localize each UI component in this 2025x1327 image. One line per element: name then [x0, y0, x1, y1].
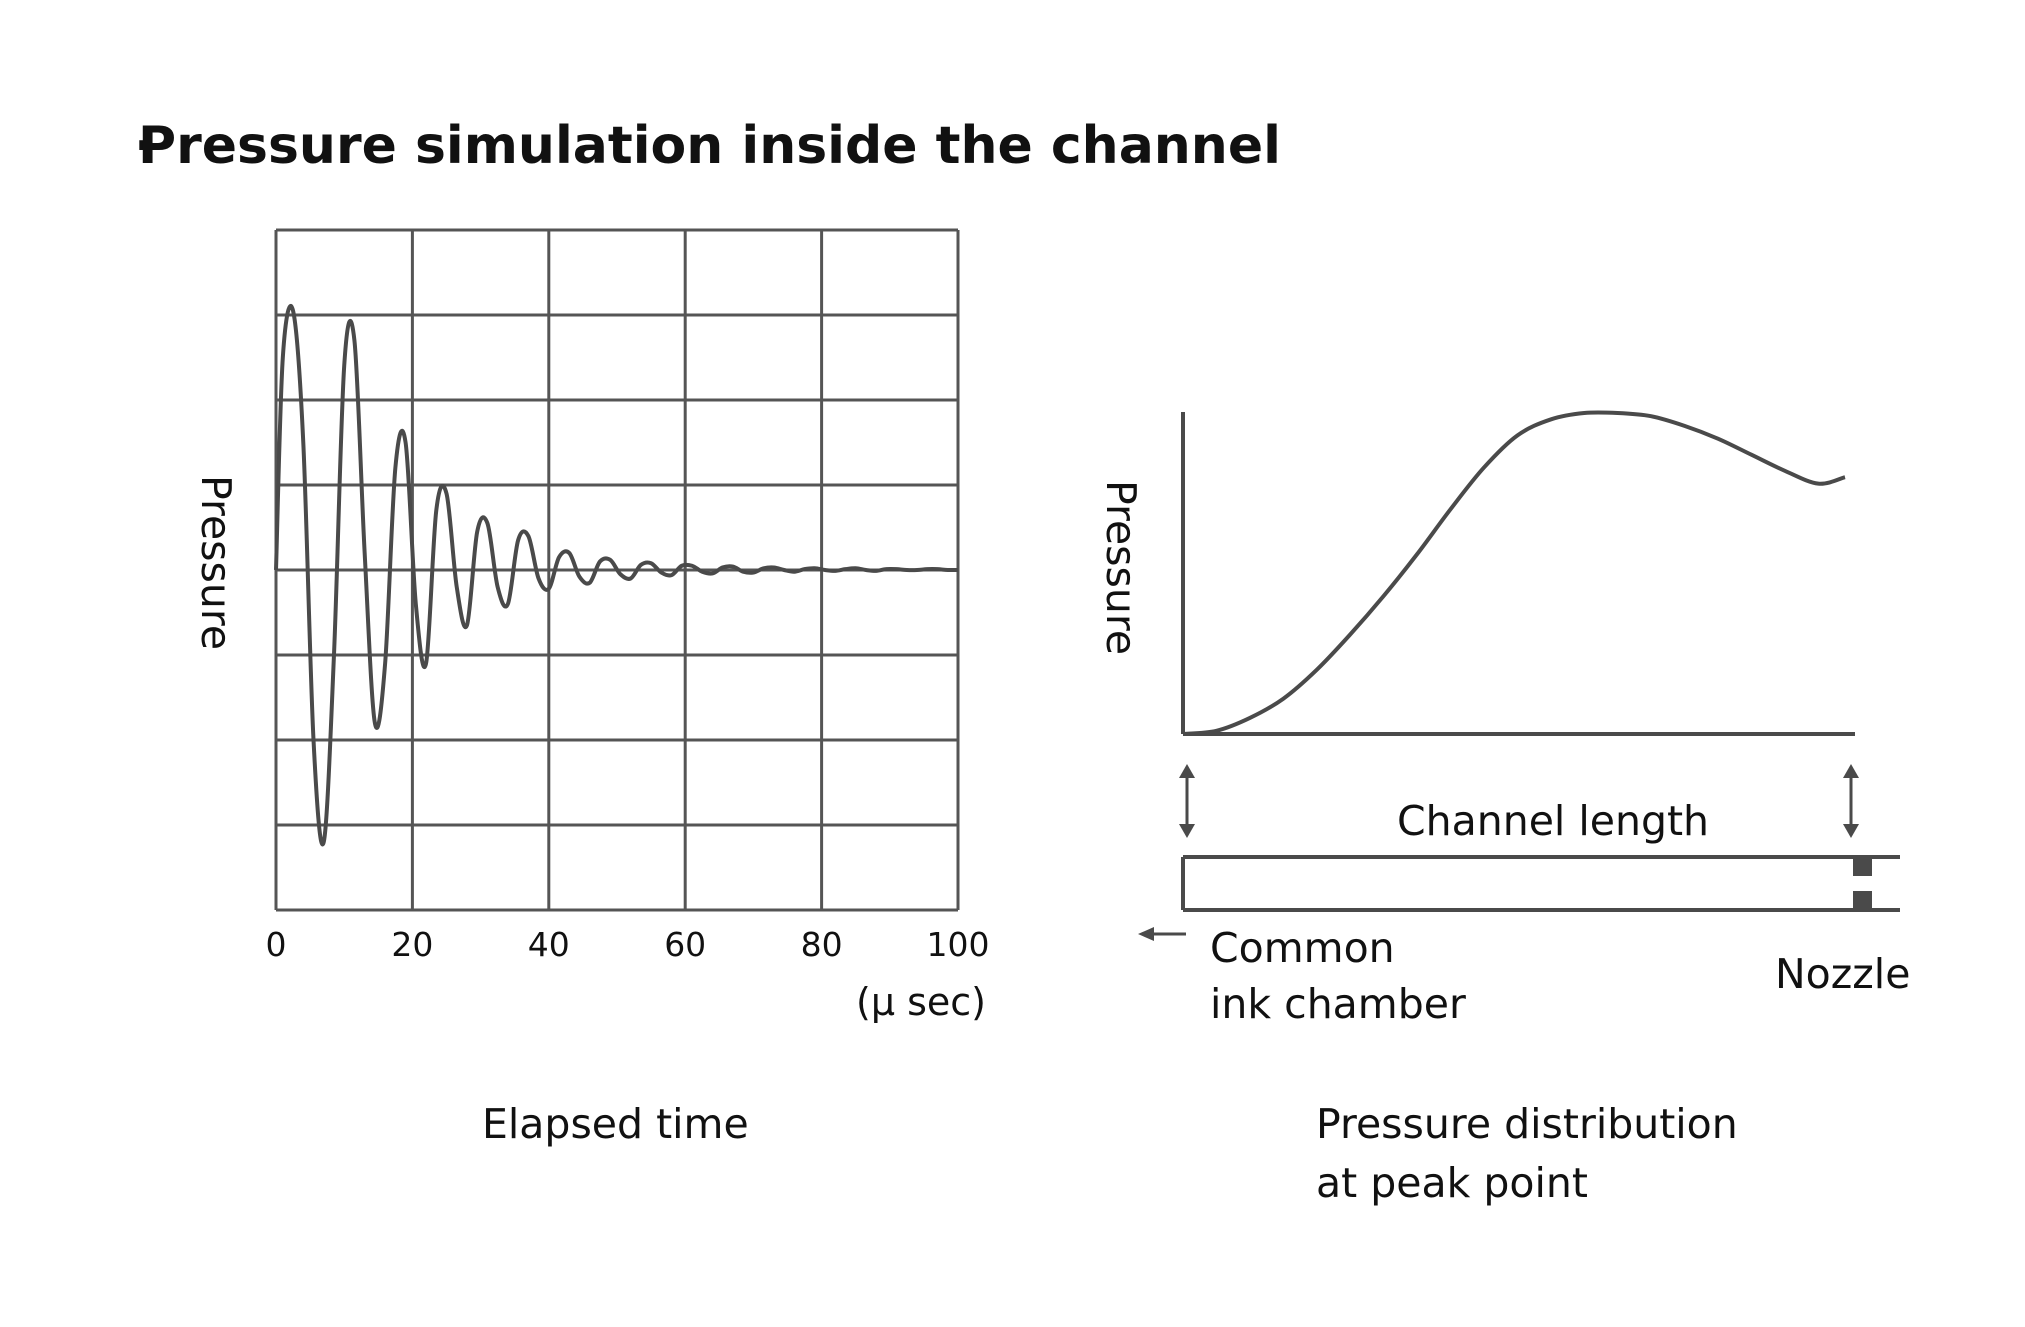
- nozzle-label: Nozzle: [1775, 950, 1911, 998]
- x-tick-label: 40: [527, 925, 570, 964]
- right-chart: [1138, 410, 1900, 941]
- left-xlabel: Elapsed time: [482, 1100, 749, 1148]
- distribution-curve: [1182, 410, 1846, 736]
- arrow-head-up: [1179, 764, 1195, 778]
- left-chart: [274, 228, 960, 912]
- right-title-line-2: at peak point: [1316, 1159, 1588, 1207]
- series-line: [274, 303, 959, 847]
- x-tick-label: 100: [926, 925, 990, 964]
- left-x-unit: (μ sec): [856, 980, 986, 1024]
- right-title-line-1: Pressure distribution: [1316, 1100, 1738, 1148]
- x-tick-label: 20: [391, 925, 434, 964]
- right-ylabel: Pressure: [1097, 480, 1145, 656]
- left-length-arrow: [1179, 764, 1195, 838]
- title-bullet: ·: [134, 116, 154, 176]
- arrow-head-up: [1843, 764, 1859, 778]
- common-ink-chamber-label-1: Common: [1210, 924, 1395, 972]
- right-length-arrow: [1843, 764, 1859, 838]
- x-tick-label: 80: [800, 925, 843, 964]
- right-channel-length-label: Channel length: [1397, 797, 1710, 845]
- left-ylabel: Pressure: [192, 475, 240, 651]
- common-ink-chamber-label-2: ink chamber: [1210, 980, 1466, 1028]
- page-title: Pressure simulation inside the channel: [138, 116, 1281, 176]
- nozzle-block-bottom: [1853, 891, 1872, 908]
- x-tick-label: 60: [664, 925, 707, 964]
- nozzle-block-top: [1853, 859, 1872, 876]
- x-tick-label: 0: [265, 925, 287, 964]
- arrow-head-down: [1179, 824, 1195, 838]
- ink-chamber-arrow-head: [1138, 927, 1154, 941]
- arrow-head-down: [1843, 824, 1859, 838]
